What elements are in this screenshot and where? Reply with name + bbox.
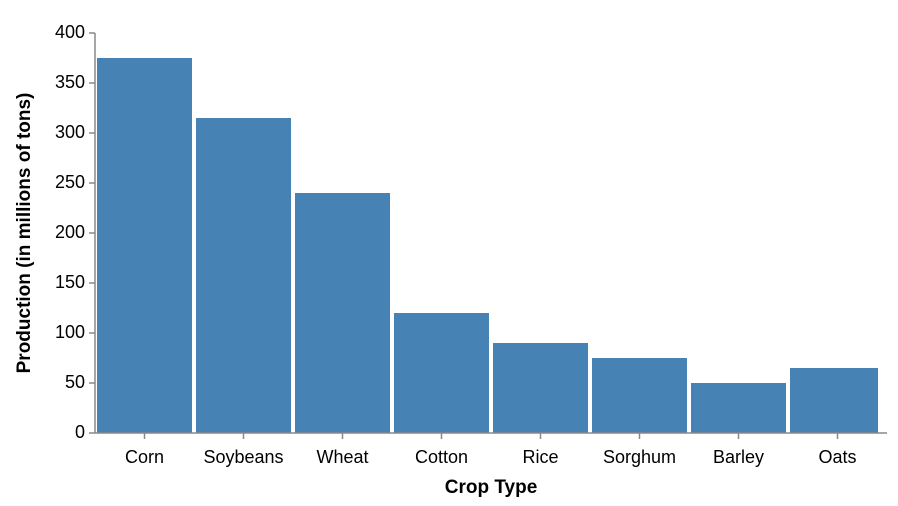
- y-tick-label: 100: [55, 322, 85, 342]
- y-tick-label: 150: [55, 272, 85, 292]
- y-tick-label: 400: [55, 22, 85, 42]
- y-tick-label: 200: [55, 222, 85, 242]
- bars-layer: [97, 58, 878, 433]
- x-axis-title: Crop Type: [445, 477, 538, 498]
- x-tick-label-corn: Corn: [125, 447, 164, 467]
- x-tick-label-oats: Oats: [818, 447, 856, 467]
- y-tick-label: 50: [65, 372, 85, 392]
- x-axis: Corn Soybeans Wheat Cotton Rice Sorghum Barley…: [95, 432, 887, 467]
- x-tick-label-rice: Rice: [522, 447, 558, 467]
- bar-wheat: [295, 193, 390, 433]
- bar-barley: [691, 383, 786, 433]
- y-axis: 0 50 100 150 200 250 300 350 400: [55, 22, 96, 442]
- x-ticks: Corn Soybeans Wheat Cotton Rice Sorghum Barley…: [125, 433, 857, 467]
- x-tick-label-cotton: Cotton: [415, 447, 468, 467]
- y-tick-label: 250: [55, 172, 85, 192]
- x-tick-label-sorghum: Sorghum: [603, 447, 676, 467]
- y-tick-label: 350: [55, 72, 85, 92]
- y-tick-label: 0: [75, 422, 85, 442]
- bar-sorghum: [592, 358, 687, 433]
- bar-soybeans: [196, 118, 291, 433]
- y-axis-title: Production (in millions of tons): [14, 93, 35, 374]
- bar-oats: [790, 368, 878, 433]
- y-ticks: 0 50 100 150 200 250 300 350 400: [55, 22, 95, 442]
- y-tick-label: 300: [55, 122, 85, 142]
- bar-corn: [97, 58, 192, 433]
- bar-cotton: [394, 313, 489, 433]
- x-tick-label-wheat: Wheat: [316, 447, 368, 467]
- x-tick-label-soybeans: Soybeans: [203, 447, 283, 467]
- bar-rice: [493, 343, 588, 433]
- x-tick-label-barley: Barley: [713, 447, 764, 467]
